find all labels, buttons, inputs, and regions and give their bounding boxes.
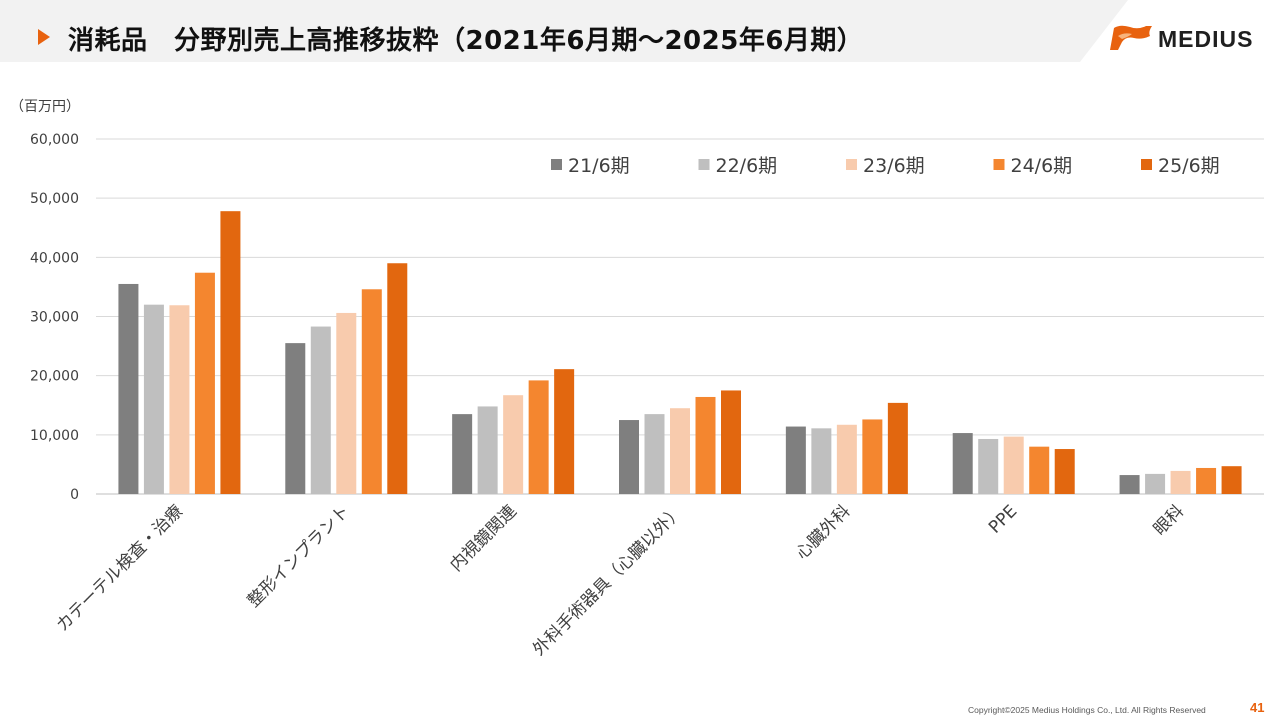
y-tick-label: 50,000 <box>30 191 79 207</box>
bar <box>644 414 665 494</box>
legend-swatch <box>846 159 857 170</box>
logo-text: MEDIUS <box>1158 26 1254 52</box>
bar <box>452 414 473 494</box>
bar <box>169 305 190 494</box>
bar <box>619 420 639 494</box>
bar <box>143 304 164 494</box>
legend-label: 24/6期 <box>1011 155 1073 177</box>
y-tick-labels: 0 10,000 20,000 30,000 40,000 50,000 60,000 <box>30 132 79 503</box>
play-triangle-icon <box>38 29 50 45</box>
copyright-text: Copyright©2025 Medius Holdings Co., Ltd.… <box>968 705 1206 715</box>
bar <box>1003 436 1024 494</box>
y-tick-label: 30,000 <box>30 310 79 326</box>
bar <box>477 406 498 494</box>
bar <box>387 263 408 494</box>
bar <box>811 428 832 494</box>
legend-swatch <box>993 159 1005 170</box>
x-category-label: 外科手術器具（心臓以外） <box>529 501 687 659</box>
x-category-label: カテーテル検査・治療 <box>53 501 187 635</box>
bar <box>285 343 306 494</box>
x-category-label: 心臓外科 <box>792 501 854 563</box>
header-band <box>0 0 1280 62</box>
x-category-labels: カテーテル検査・治療 整形インプラント 内視鏡関連 外科手術器具（心臓以外） 心臓外科 P… <box>53 501 1188 659</box>
bar <box>1170 470 1191 494</box>
bar <box>194 272 215 494</box>
bar <box>336 312 357 494</box>
y-tick-label: 40,000 <box>30 250 79 266</box>
legend-label: 23/6期 <box>863 155 925 177</box>
y-tick-label: 60,000 <box>30 132 79 148</box>
bar <box>695 396 716 494</box>
bar <box>1119 475 1140 494</box>
x-category-label: 整形インプラント <box>244 501 354 611</box>
legend-label: 22/6期 <box>716 155 778 177</box>
y-axis-unit-label: （百万円） <box>10 99 80 115</box>
bar <box>978 438 999 494</box>
bar <box>952 433 973 494</box>
bar <box>1029 446 1050 494</box>
legend-swatch <box>1141 159 1152 170</box>
legend-label: 21/6期 <box>568 155 630 177</box>
legend-label: 25/6期 <box>1158 155 1220 177</box>
bar <box>554 369 575 494</box>
y-tick-label: 20,000 <box>30 369 79 385</box>
bar <box>785 426 806 494</box>
legend-swatch <box>698 159 710 170</box>
bar <box>1196 467 1217 494</box>
bar <box>887 402 908 494</box>
bar <box>1221 466 1242 494</box>
bar <box>862 419 883 494</box>
y-tick-label: 10,000 <box>30 428 79 444</box>
bar <box>670 408 690 494</box>
x-category-label: PPE <box>985 501 1021 537</box>
bar <box>361 289 382 494</box>
page-title: 消耗品 分野別売上高推移抜粋（2021年6月期～2025年6月期） <box>68 26 864 56</box>
page-number: 41 <box>1250 700 1265 715</box>
bar <box>721 390 741 494</box>
bar <box>528 380 549 494</box>
legend-swatch <box>551 159 562 170</box>
bar <box>310 326 331 494</box>
y-tick-label: 0 <box>70 487 79 503</box>
bar <box>220 211 241 494</box>
x-category-label: 眼科 <box>1150 501 1188 539</box>
bar <box>1145 473 1166 494</box>
bar <box>836 424 857 494</box>
x-category-label: 内視鏡関連 <box>446 501 520 575</box>
flame-flag-logo-icon <box>1110 25 1152 50</box>
bar <box>1054 449 1075 494</box>
bar <box>118 283 139 494</box>
legend: 21/6期 22/6期 23/6期 24/6期 25/6期 <box>551 155 1220 177</box>
bar-layer <box>118 211 1242 494</box>
bar <box>503 395 524 494</box>
